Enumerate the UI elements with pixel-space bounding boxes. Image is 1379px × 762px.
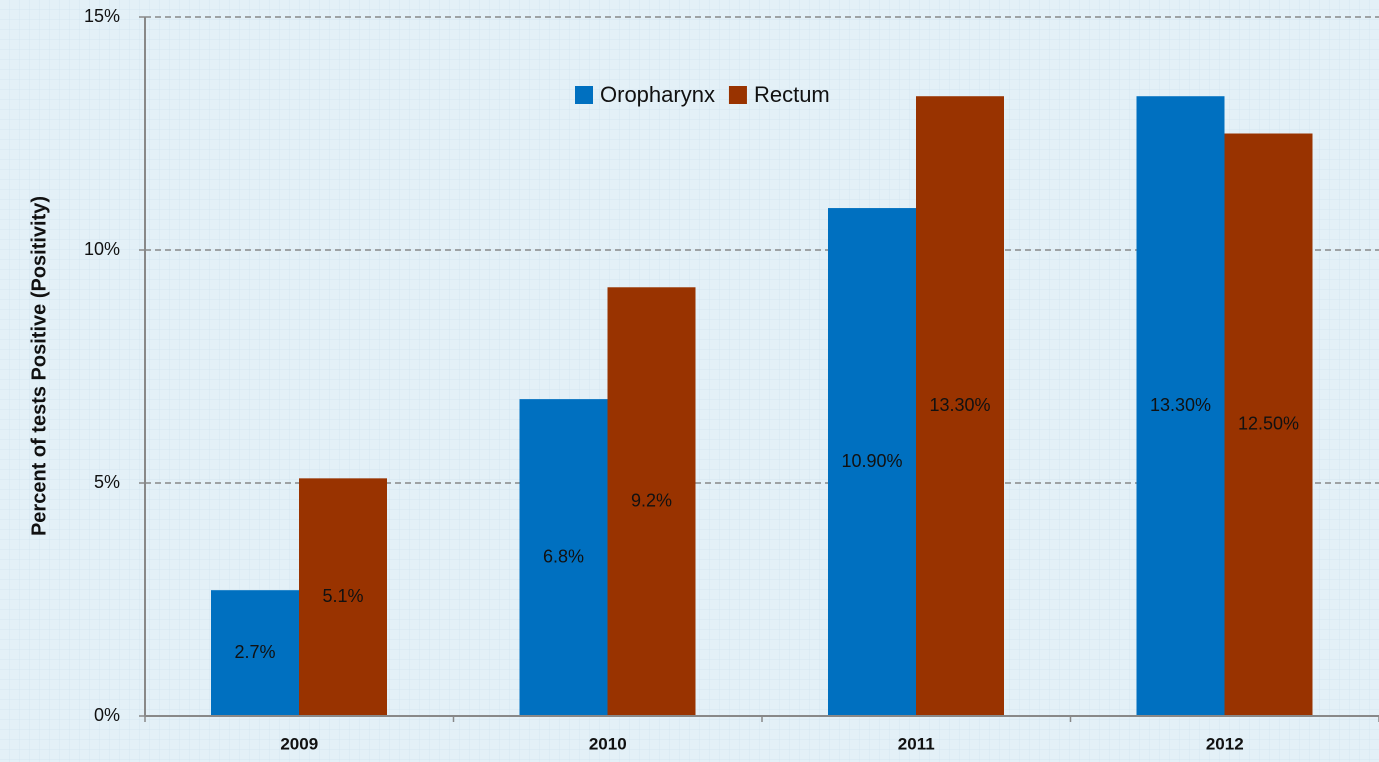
bar <box>1224 133 1313 716</box>
y-axis-label: Percent of tests Positive (Positivity) <box>28 196 50 536</box>
bar <box>211 590 299 716</box>
data-label: 2.7% <box>234 642 275 662</box>
legend-label: Rectum <box>754 82 830 107</box>
y-tick-label: 15% <box>84 6 120 26</box>
bar <box>828 208 916 716</box>
data-label: 13.30% <box>929 395 990 415</box>
data-label: 9.2% <box>631 490 672 510</box>
data-label: 5.1% <box>322 586 363 606</box>
x-tick-label: 2012 <box>1206 734 1244 753</box>
legend-swatch <box>575 86 593 104</box>
y-tick-label: 0% <box>94 705 120 725</box>
legend-label: Oropharynx <box>600 82 715 107</box>
x-tick-label: 2011 <box>898 734 935 753</box>
data-label: 12.50% <box>1238 414 1299 434</box>
bar <box>916 96 1004 717</box>
bar <box>299 478 387 716</box>
data-label: 13.30% <box>1150 395 1211 415</box>
bar <box>1136 96 1225 717</box>
legend-swatch <box>728 86 747 104</box>
y-tick-label: 10% <box>84 239 120 259</box>
x-tick-label: 2009 <box>280 734 318 753</box>
bar <box>607 287 696 716</box>
data-label: 10.90% <box>841 451 902 471</box>
y-tick-label: 5% <box>94 472 120 492</box>
bar <box>519 399 608 716</box>
data-label: 6.8% <box>543 546 584 566</box>
x-tick-label: 2010 <box>589 734 627 753</box>
